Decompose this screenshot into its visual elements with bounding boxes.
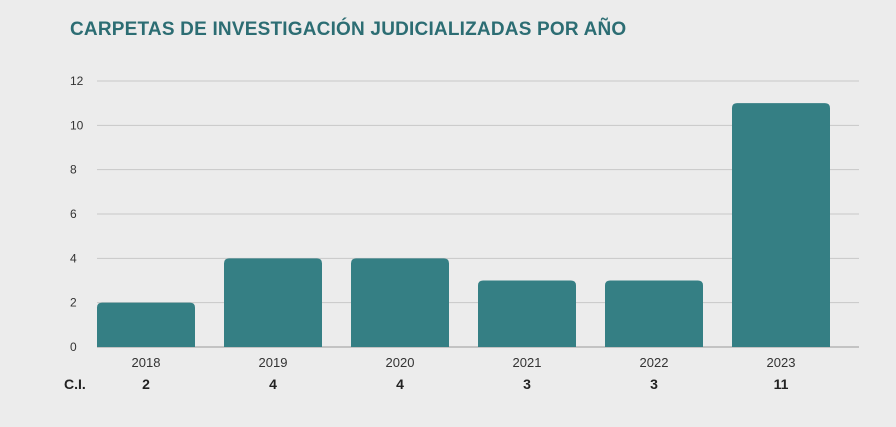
bar-2018 [97, 302, 195, 347]
y-tick-label: 10 [70, 118, 84, 132]
data-value-label: 2 [142, 376, 150, 392]
data-value-label: 4 [396, 376, 404, 392]
x-tick-label: 2020 [386, 355, 415, 370]
bar-2019 [224, 258, 322, 347]
data-value-label: 3 [650, 376, 658, 392]
bar-2020 [351, 258, 449, 347]
x-tick-label: 2021 [513, 355, 542, 370]
values-row-label: C.I. [64, 376, 86, 392]
y-tick-label: 8 [70, 163, 77, 177]
y-tick-label: 4 [70, 251, 77, 265]
y-tick-label: 2 [70, 296, 77, 310]
data-value-label: 11 [774, 376, 789, 392]
bar-2023 [732, 103, 830, 348]
x-tick-label: 2018 [132, 355, 161, 370]
data-value-label: 4 [269, 376, 277, 392]
bar-2022 [605, 280, 703, 347]
chart-title: CARPETAS DE INVESTIGACIÓN JUDICIALIZADAS… [70, 19, 627, 40]
bar-2021 [478, 280, 576, 347]
y-tick-label: 12 [70, 74, 84, 88]
x-tick-label: 2019 [259, 355, 288, 370]
x-tick-label: 2023 [767, 355, 796, 370]
y-tick-label: 0 [70, 340, 77, 354]
y-tick-label: 6 [70, 207, 77, 221]
data-value-label: 3 [523, 376, 531, 392]
x-tick-label: 2022 [640, 355, 669, 370]
